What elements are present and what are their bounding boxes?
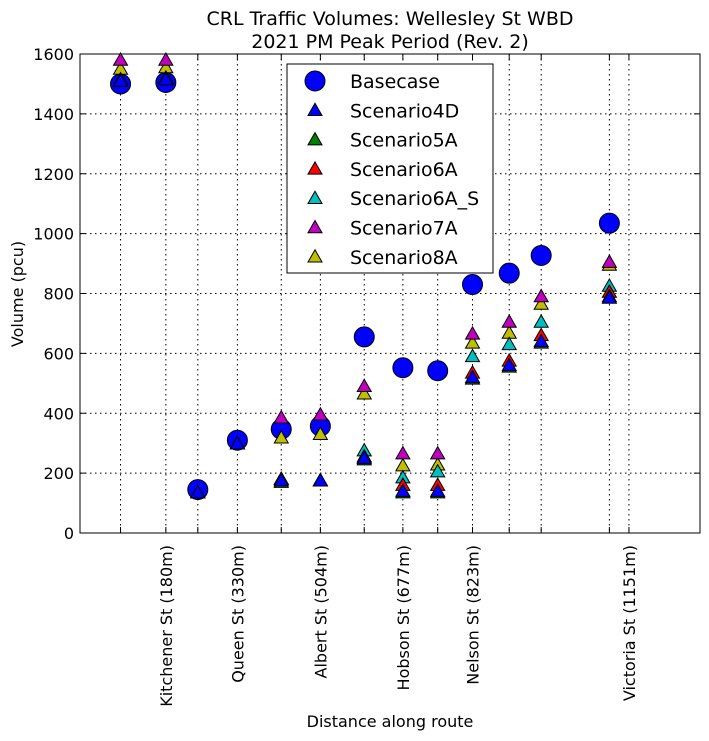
legend: Basecase Scenario4D Scenario5A Scenario6A Sc… (286, 63, 494, 274)
x-axis: Kitchener St (180m) Queen St (330m) Albert… (120, 54, 639, 707)
point-scenario4d (112, 72, 129, 87)
x-tick-label: Victoria St (1151m) (620, 545, 639, 701)
legend-label-basecase: Basecase (350, 71, 440, 93)
point-scenario8a (464, 334, 481, 349)
legend-marker-scenario6a (307, 160, 323, 175)
point-scenario7a (273, 409, 290, 424)
point-scenario4d (189, 484, 206, 499)
point-scenario4d (395, 483, 411, 497)
point-scenario4d (429, 483, 446, 497)
point-scenario6a_s (533, 313, 550, 328)
point-scenario6a_s (464, 348, 481, 363)
point-basecase (392, 357, 414, 379)
point-basecase (598, 212, 620, 234)
y-tick-label: 1600 (33, 45, 74, 64)
legend-label-scenario8a: Scenario8A (350, 247, 458, 269)
y-tick-label: 1000 (33, 225, 74, 244)
point-scenario7a (157, 51, 174, 66)
legend-marker-scenario8a (307, 248, 323, 263)
point-scenario4d (533, 333, 550, 348)
point-scenario8a (395, 457, 411, 472)
point-scenario4d (356, 450, 373, 464)
point-scenario7a (501, 313, 518, 328)
legend-label-scenario7a: Scenario7A (350, 218, 458, 240)
legend-marker-scenario5a (307, 131, 323, 146)
y-tick-label: 200 (43, 464, 74, 483)
point-scenario4d (464, 369, 481, 384)
x-tick-label: Queen St (330m) (228, 545, 247, 683)
y-tick-label: 400 (43, 404, 74, 423)
y-tick-label: 1200 (33, 165, 74, 184)
legend-marker-scenario7a (307, 219, 323, 234)
point-scenario7a (112, 51, 129, 66)
legend-marker-scenario6a_s (307, 190, 323, 204)
x-axis-label: Distance along route (307, 712, 474, 731)
point-scenario8a (312, 426, 329, 440)
point-scenario8a (356, 385, 373, 400)
legend-label-scenario5a: Scenario5A (350, 130, 458, 152)
legend-marker-basecase (304, 70, 326, 92)
y-axis: 0 200 400 600 800 1000 1200 1400 1600 (33, 45, 700, 543)
point-scenario8a (533, 295, 550, 310)
point-scenario4d (312, 472, 329, 487)
point-scenario8a (273, 429, 290, 444)
point-scenario4d (229, 435, 246, 450)
y-tick-label: 600 (43, 344, 74, 363)
point-basecase (427, 360, 449, 382)
chart-title-line-1: CRL Traffic Volumes: Wellesley St WBD (207, 8, 574, 30)
point-scenario6a_s (429, 463, 446, 478)
legend-label-scenario6a_s: Scenario6A_S (350, 188, 479, 210)
point-scenario7a (395, 445, 411, 460)
point-basecase (498, 262, 520, 284)
legend-box (286, 63, 494, 274)
y-axis-label: Volume (pcu) (8, 241, 27, 347)
point-scenario7a (429, 445, 446, 460)
point-scenario6a_s (501, 336, 518, 351)
y-tick-label: 1400 (33, 105, 74, 124)
y-tick-label: 800 (43, 285, 74, 304)
point-scenario7a (356, 378, 373, 393)
y-tick-label: 0 (64, 524, 74, 543)
point-basecase (530, 244, 552, 266)
point-basecase (462, 274, 484, 296)
chart-title-line-2: 2021 PM Peak Period (Rev. 2) (251, 31, 529, 53)
point-scenario7a (312, 406, 329, 421)
point-scenario7a (601, 254, 618, 268)
legend-label-scenario4d: Scenario4D (350, 100, 459, 122)
point-scenario4d (601, 289, 618, 304)
point-scenario4d (273, 472, 290, 487)
legend-label-scenario6a: Scenario6A (350, 159, 458, 181)
data-marks (110, 51, 620, 501)
point-basecase (353, 326, 375, 348)
x-tick-label: Kitchener St (180m) (157, 545, 176, 707)
x-tick-label: Albert St (504m) (311, 545, 330, 678)
point-scenario4d (157, 71, 174, 86)
point-scenario7a (533, 288, 550, 303)
legend-marker-scenario4d (307, 102, 323, 117)
point-scenario7a (464, 325, 481, 340)
point-scenario4d (501, 357, 518, 372)
x-tick-label: Nelson St (823m) (464, 545, 483, 685)
x-tick-label: Hobson St (677m) (394, 545, 413, 690)
